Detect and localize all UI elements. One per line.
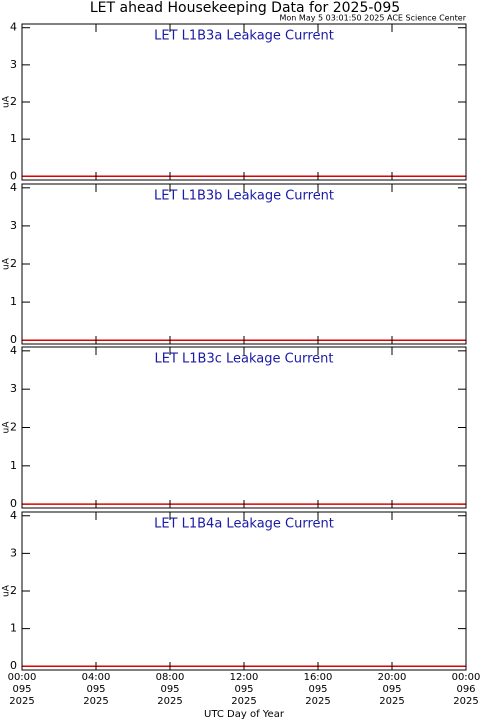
y-tick-label: 4 [10,21,17,34]
x-tick-label: 00:00 [8,672,37,683]
y-axis-label: uA [2,584,12,597]
y-tick-label: 1 [10,295,17,308]
x-tick-label: 00:00 [452,672,481,683]
y-axis-label: uA [2,257,12,270]
x-tick-label: 095 [12,684,31,695]
plot-frame [21,183,467,345]
x-tick-label: 2025 [379,696,404,707]
x-tick-label: 2025 [231,696,256,707]
y-tick-label: 4 [10,509,17,522]
panel-title: LET L1B3c Leakage Current [155,352,334,367]
plot-frame [21,346,467,509]
x-tick-label: 095 [382,684,401,695]
x-tick-label: 095 [160,684,179,695]
x-tick-label: 2025 [453,696,478,707]
x-tick-label: 2025 [305,696,330,707]
x-tick-label: 12:00 [230,672,259,683]
x-tick-label: 2025 [157,696,182,707]
x-tick-label: 16:00 [304,672,333,683]
y-tick-label: 4 [10,181,17,194]
panel-title: LET L1B4a Leakage Current [154,517,334,532]
y-tick-label: 0 [10,169,17,182]
x-tick-label: 2025 [83,696,108,707]
y-tick-label: 1 [10,622,17,635]
x-tick-label: 095 [234,684,253,695]
y-tick-label: 1 [10,459,17,472]
panel-title: LET L1B3b Leakage Current [154,189,334,204]
x-tick-label: 08:00 [156,672,185,683]
y-tick-label: 2 [10,584,17,597]
y-tick-label: 3 [10,546,17,559]
panel-title: LET L1B3a Leakage Current [154,29,334,44]
plot-frame [21,511,467,671]
chart-title: LET ahead Housekeeping Data for 2025-095 [90,0,400,16]
y-tick-label: 0 [10,497,17,510]
x-tick-label: 095 [308,684,327,695]
y-axis-label: uA [2,421,12,434]
x-tick-label: 2025 [9,696,34,707]
y-tick-label: 3 [10,58,17,71]
x-axis-label: UTC Day of Year [204,709,285,720]
y-tick-label: 4 [10,344,17,357]
x-tick-label: 095 [86,684,105,695]
x-tick-label: 096 [456,684,475,695]
x-tick-label: 20:00 [378,672,407,683]
timestamp: Mon May 5 03:01:50 2025 ACE Science Cent… [280,14,467,23]
y-tick-label: 2 [10,95,17,108]
y-tick-label: 1 [10,132,17,145]
y-tick-label: 3 [10,382,17,395]
plot-frame [21,23,467,181]
x-tick-label: 04:00 [82,672,111,683]
y-axis-label: uA [2,95,12,108]
y-tick-label: 0 [10,333,17,346]
y-tick-label: 2 [10,421,17,434]
y-tick-label: 2 [10,257,17,270]
y-tick-label: 3 [10,219,17,232]
y-tick-label: 0 [10,659,17,672]
